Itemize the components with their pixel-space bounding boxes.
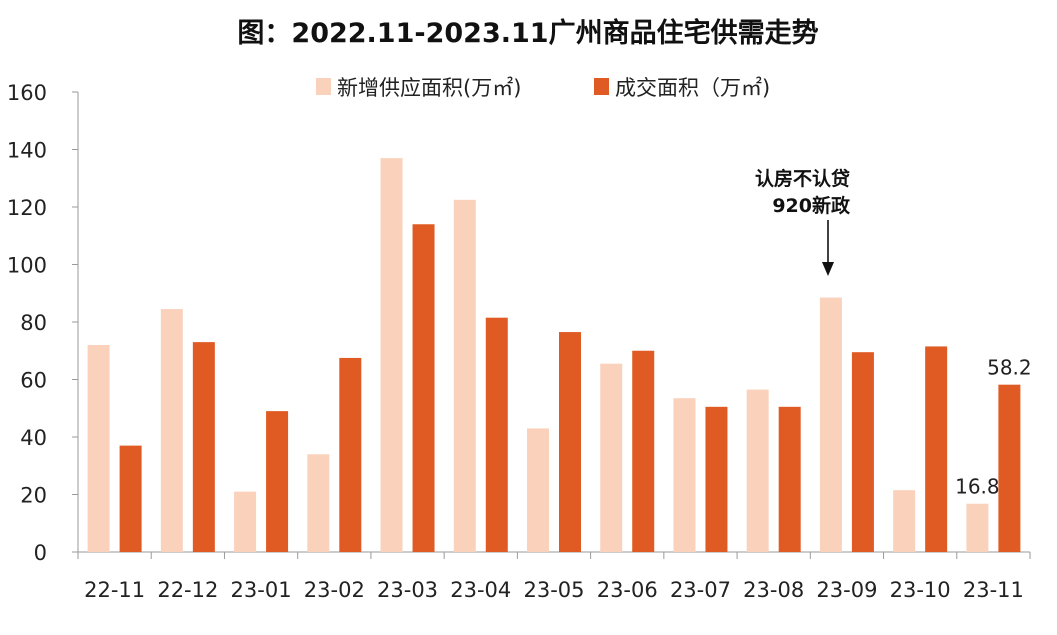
chart-title: 图：2022.11-2023.11广州商品住宅供需走势 (237, 17, 818, 49)
bars (87, 158, 1021, 552)
bar-new-supply (160, 309, 183, 552)
bar-new-supply (673, 398, 696, 552)
annotation-line-2: 920新政 (772, 194, 851, 217)
bar-transaction (485, 317, 508, 552)
data-label: 16.8 (955, 475, 1000, 499)
data-labels: 58.2 16.8 (955, 356, 1032, 499)
bar-new-supply (380, 158, 403, 552)
bar-new-supply (819, 297, 842, 552)
annotation-line-1: 认房不认贷 (755, 167, 850, 190)
bar-transaction (705, 406, 728, 552)
bar-new-supply (527, 428, 549, 552)
x-tick-label: 23-10 (890, 578, 951, 602)
x-tick-label: 23-04 (450, 578, 511, 602)
x-tick-label: 23-09 (816, 578, 877, 602)
legend-swatch-new-supply (316, 78, 331, 95)
x-tick-label: 23-07 (670, 578, 731, 602)
y-tick-label: 80 (20, 311, 47, 335)
bar-transaction (998, 384, 1021, 552)
bar-transaction (339, 357, 362, 552)
bar-new-supply (746, 389, 769, 552)
data-label: 58.2 (987, 356, 1032, 380)
bar-new-supply (307, 454, 330, 552)
bar-new-supply (966, 503, 989, 552)
bar-new-supply (234, 491, 257, 552)
bar-new-supply (87, 345, 110, 552)
bar-transaction (851, 352, 874, 552)
bar-new-supply (453, 199, 476, 552)
x-tick-label: 23-06 (597, 578, 658, 602)
x-tick-label: 23-08 (743, 578, 804, 602)
bar-transaction (778, 406, 801, 552)
y-tick-label: 60 (20, 369, 47, 393)
y-tick-label: 140 (7, 139, 47, 163)
bar-transaction (925, 346, 948, 552)
bar-transaction (119, 445, 142, 552)
x-tick-label: 23-05 (523, 578, 584, 602)
y-tick-label: 40 (20, 426, 47, 450)
bar-transaction (192, 342, 215, 552)
legend-label-transaction: 成交面积（万㎡) (615, 76, 770, 100)
legend: 新增供应面积(万㎡) 成交面积（万㎡) (316, 76, 770, 100)
x-tick-label: 22-12 (157, 578, 218, 602)
y-tick-label: 0 (34, 541, 47, 565)
y-tick-label: 100 (7, 254, 47, 278)
bar-new-supply (600, 363, 623, 552)
y-tick-label: 160 (7, 81, 47, 105)
x-tick-label: 22-11 (84, 578, 145, 602)
y-axis: 0 20 40 60 80 100 120 140 160 (7, 81, 79, 565)
legend-swatch-transaction (594, 78, 609, 95)
x-tick-label: 23-02 (304, 578, 365, 602)
policy-annotation: 认房不认贷 920新政 (755, 167, 851, 276)
bar-transaction (412, 224, 435, 552)
x-tick-label: 23-01 (231, 578, 292, 602)
x-tick-label: 23-11 (963, 578, 1024, 602)
bar-transaction (632, 350, 655, 552)
bar-new-supply (893, 490, 916, 552)
bar-transaction (559, 332, 581, 552)
x-axis: 22-11 22-12 23-01 23-02 23-03 23-04 23-05 23-06… (77, 551, 1031, 602)
legend-label-new-supply: 新增供应面积(万㎡) (337, 76, 521, 100)
annotation-arrow-head (822, 262, 834, 276)
y-tick-label: 120 (7, 196, 47, 220)
y-tick-label: 20 (20, 484, 47, 508)
bar-transaction (266, 411, 289, 552)
x-tick-label: 23-03 (377, 578, 438, 602)
